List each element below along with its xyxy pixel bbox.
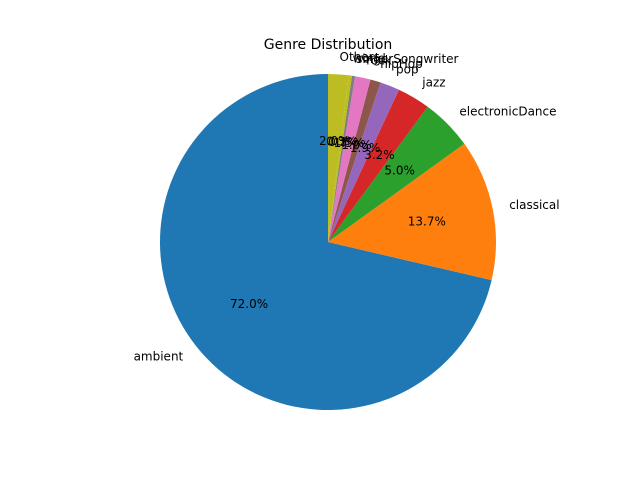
category-label-rock: rock xyxy=(366,54,392,68)
pie-slice-rock xyxy=(328,76,371,243)
percent-label-hip-hop: 1.0% xyxy=(341,138,372,152)
category-label-world: world xyxy=(353,51,386,65)
category-label-hip-hop: hipHop xyxy=(380,57,423,71)
percent-label-rock: 1.5% xyxy=(334,136,365,150)
percent-label-singer-songwriter: 0.3% xyxy=(328,135,359,149)
chart-title: Genre Distribution xyxy=(264,37,393,53)
pie-slice-ambient xyxy=(160,74,492,410)
category-label-jazz: jazz xyxy=(421,76,445,90)
pie-slices xyxy=(160,74,497,410)
pie-slice-electronic-dance xyxy=(328,106,465,242)
pie-slice-classical xyxy=(328,143,497,281)
pie-slice-world xyxy=(328,75,352,242)
category-label-singer-songwriter: singerSongwriter xyxy=(356,52,458,66)
category-label-others: Others xyxy=(340,50,380,64)
percent-label-jazz: 3.2% xyxy=(364,148,395,162)
pie-slice-hip-hop xyxy=(328,79,381,242)
category-labels: ambient classical electronicDance jazzpophi… xyxy=(134,50,560,363)
pie-slice-others xyxy=(328,74,349,242)
percent-label-electronic-dance: 5.0% xyxy=(384,164,415,178)
category-label-electronic-dance: electronicDance xyxy=(459,105,556,119)
percent-label-others: 2.0% xyxy=(319,134,350,148)
percent-label-pop: 1.9% xyxy=(350,141,381,155)
percent-label-ambient: 72.0% xyxy=(230,297,268,311)
pie-slice-jazz xyxy=(328,89,428,243)
percent-label-classical: 13.7% xyxy=(408,215,446,229)
percent-labels: 72.0%13.7%5.0%3.2%1.9%1.0%1.5%0.3%0.3%2.… xyxy=(230,134,446,311)
category-label-ambient: ambient xyxy=(134,349,184,363)
category-label-classical: classical xyxy=(509,198,559,212)
category-label-pop: pop xyxy=(396,63,419,77)
pie-slice-singer-songwriter xyxy=(328,75,356,243)
percent-label-world: 0.3% xyxy=(326,135,357,149)
pie-slice-pop xyxy=(328,82,399,242)
